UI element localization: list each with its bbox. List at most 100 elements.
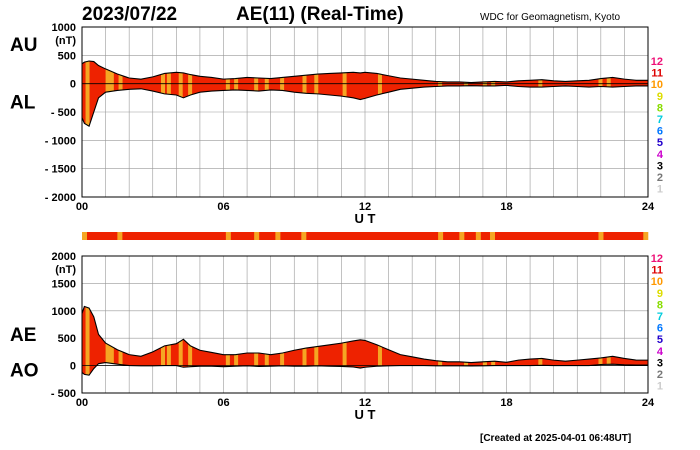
station-count-bar (82, 232, 649, 240)
minor-station-band (264, 306, 269, 376)
station-bar-mark (82, 232, 87, 240)
station-count-legend-item: 3 (657, 160, 663, 172)
station-bar-mark (459, 232, 465, 240)
y-tick-label: 0 (70, 79, 76, 91)
minor-station-band (254, 306, 259, 376)
minor-station-band (85, 306, 90, 376)
station-count-legend-item: 2 (657, 369, 663, 381)
station-bar-mark (254, 232, 260, 240)
x-tick-label: 00 (76, 397, 88, 409)
series-line-ae (81, 305, 648, 364)
station-bar-mark (225, 232, 231, 240)
y-tick-label: - 1000 (45, 135, 76, 147)
minor-station-band (118, 306, 123, 376)
x-tick-label: 18 (500, 201, 512, 213)
minor-station-band (166, 61, 171, 127)
station-bar-mark (275, 232, 281, 240)
minor-station-band (538, 306, 543, 376)
minor-station-band (178, 61, 183, 127)
station-bar-mark (438, 232, 444, 240)
station-count-legend-item: 8 (657, 102, 663, 114)
ae-ao-panel: 2000 1500 1000 500 0 - 500 (nT) 00 06 12 18 24 U T AE… (10, 251, 655, 422)
x-tick-label: 18 (500, 397, 512, 409)
series-label-ao: AO (10, 361, 39, 382)
minor-station-band (606, 306, 611, 376)
station-count-legend-item: 3 (657, 357, 663, 369)
station-count-legend-item: 6 (657, 323, 663, 335)
minor-station-band (342, 61, 347, 127)
station-bar-mark (475, 232, 481, 240)
x-axis-label: U T (355, 407, 376, 422)
station-count-legend-item: 9 (657, 288, 663, 300)
station-bar-mark (301, 232, 307, 240)
x-tick-label: 24 (642, 397, 655, 409)
minor-station-band (234, 306, 239, 376)
chart-date: 2023/07/22 (82, 4, 178, 25)
y-tick-label: 1500 (52, 278, 76, 290)
minor-station-band (464, 306, 469, 376)
minor-station-band (377, 61, 382, 127)
station-count-legend-item: 4 (657, 346, 664, 358)
station-count-legend-item: 4 (657, 149, 664, 161)
station-bar-mark (598, 232, 604, 240)
minor-station-band (598, 306, 603, 376)
y-tick-label: 1000 (52, 22, 76, 34)
station-bar-mark (489, 232, 495, 240)
station-bar-base (82, 232, 648, 240)
x-tick-label: 06 (217, 201, 229, 213)
plot-frame (81, 255, 649, 394)
plot-frame (81, 26, 649, 198)
minor-station-band (161, 306, 166, 376)
y-tick-label: 1000 (52, 306, 76, 318)
station-count-legend-item: 10 (651, 276, 663, 288)
series-label-al: AL (10, 93, 36, 114)
station-bar-mark (643, 232, 649, 240)
minor-station-band (188, 61, 193, 127)
station-count-legend-item: 5 (657, 137, 663, 149)
series-label-au: AU (10, 35, 37, 56)
minor-station-band (166, 306, 171, 376)
station-count-legend-item: 5 (657, 334, 663, 346)
series-line-au (81, 60, 648, 84)
station-count-legend-item: 8 (657, 299, 663, 311)
minor-station-band (178, 306, 183, 376)
x-tick-label: 12 (359, 397, 371, 409)
y-tick-label: - 2000 (45, 192, 76, 204)
chart-title: AE(11) (Real-Time) (236, 4, 404, 25)
station-count-legend-item: 11 (651, 265, 663, 277)
y-unit-label: (nT) (55, 264, 76, 276)
x-axis-label: U T (355, 211, 376, 226)
station-count-legend-item: 7 (657, 311, 663, 323)
minor-station-band (377, 306, 382, 376)
y-tick-label: 500 (58, 50, 76, 62)
x-tick-label: 06 (217, 397, 229, 409)
y-tick-label: 500 (58, 333, 76, 345)
station-count-legend-item: 12 (651, 253, 663, 265)
station-count-legend-item: 10 (651, 79, 663, 91)
y-tick-label: - 500 (51, 388, 76, 400)
series-label-ae: AE (10, 325, 36, 346)
created-timestamp: [Created at 2025-04-01 06:48UT] (480, 433, 632, 444)
au-al-panel: 1000 500 0 - 500 - 1000 - 1500 - 2000 (nT) 00 06 1… (10, 22, 655, 226)
low-station-band (105, 306, 114, 376)
series-line-al (81, 84, 648, 127)
area-fill-au-al (82, 61, 648, 127)
station-count-legend-item: 7 (657, 114, 663, 126)
minor-station-band (438, 306, 443, 376)
y-tick-label: 0 (70, 361, 76, 373)
station-bar-mark (117, 232, 123, 240)
station-count-legend-item: 6 (657, 126, 663, 138)
station-count-legend-item: 2 (657, 172, 663, 184)
station-bands (85, 306, 611, 376)
y-tick-label: 2000 (52, 251, 76, 263)
minor-station-band (491, 306, 496, 376)
y-unit-label: (nT) (55, 35, 76, 47)
data-source-label: WDC for Geomagnetism, Kyoto (480, 12, 621, 23)
station-count-legend-item: 9 (657, 91, 663, 103)
x-tick-label: 00 (76, 201, 88, 213)
y-tick-label: - 1500 (45, 164, 76, 176)
minor-station-band (225, 306, 230, 376)
minor-station-band (85, 61, 90, 127)
